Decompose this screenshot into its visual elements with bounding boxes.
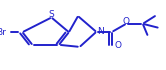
Text: S: S bbox=[49, 10, 54, 19]
Text: N: N bbox=[97, 27, 104, 36]
Text: Br: Br bbox=[0, 28, 6, 37]
Text: O: O bbox=[123, 17, 130, 26]
Text: O: O bbox=[114, 41, 121, 50]
